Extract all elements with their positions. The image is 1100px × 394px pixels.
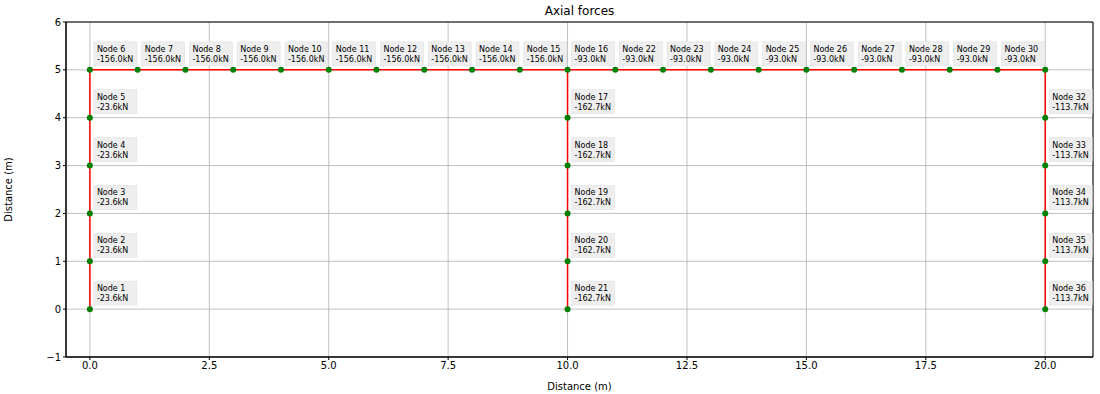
svg-text:-156.0kN: -156.0kN bbox=[527, 55, 563, 64]
svg-text:Node 24: Node 24 bbox=[718, 45, 752, 54]
svg-text:2.5: 2.5 bbox=[201, 360, 217, 371]
svg-text:Node 13: Node 13 bbox=[431, 45, 465, 54]
svg-text:-156.0kN: -156.0kN bbox=[383, 55, 419, 64]
svg-text:Node 17: Node 17 bbox=[575, 93, 609, 102]
svg-text:Node 14: Node 14 bbox=[479, 45, 513, 54]
svg-text:-93.0kN: -93.0kN bbox=[861, 55, 892, 64]
html-text:Axial forces: Axial forces bbox=[544, 4, 615, 18]
svg-text:Node 33: Node 33 bbox=[1052, 141, 1086, 150]
svg-text:-93.0kN: -93.0kN bbox=[670, 55, 701, 64]
svg-text:Node 19: Node 19 bbox=[575, 188, 609, 197]
svg-text:Node 32: Node 32 bbox=[1052, 93, 1086, 102]
svg-text:-162.7kN: -162.7kN bbox=[575, 151, 611, 160]
svg-text:-156.0kN: -156.0kN bbox=[145, 55, 181, 64]
svg-text:-162.7kN: -162.7kN bbox=[575, 198, 611, 207]
svg-text:Node 26: Node 26 bbox=[813, 45, 847, 54]
svg-text:Node 16: Node 16 bbox=[575, 45, 609, 54]
svg-text:-156.0kN: -156.0kN bbox=[97, 55, 133, 64]
svg-text:-93.0kN: -93.0kN bbox=[957, 55, 988, 64]
svg-text:-23.6kN: -23.6kN bbox=[97, 294, 128, 303]
svg-text:Node 23: Node 23 bbox=[670, 45, 704, 54]
svg-text:Node 10: Node 10 bbox=[288, 45, 322, 54]
svg-text:10.0: 10.0 bbox=[556, 360, 578, 371]
svg-text:-113.7kN: -113.7kN bbox=[1052, 198, 1088, 207]
svg-text:-113.7kN: -113.7kN bbox=[1052, 294, 1088, 303]
svg-text:-93.0kN: -93.0kN bbox=[622, 55, 653, 64]
svg-text:Node 21: Node 21 bbox=[575, 284, 609, 293]
svg-text:17.5: 17.5 bbox=[915, 360, 937, 371]
svg-text:-156.0kN: -156.0kN bbox=[479, 55, 515, 64]
svg-text:Node 27: Node 27 bbox=[861, 45, 895, 54]
svg-text:Node 22: Node 22 bbox=[622, 45, 656, 54]
svg-text:6: 6 bbox=[55, 17, 61, 28]
svg-text:-162.7kN: -162.7kN bbox=[575, 294, 611, 303]
svg-text:1: 1 bbox=[55, 256, 61, 267]
svg-text:Node 5: Node 5 bbox=[97, 93, 126, 102]
svg-text:Node 29: Node 29 bbox=[957, 45, 991, 54]
svg-text:-93.0kN: -93.0kN bbox=[718, 55, 749, 64]
svg-text:Distance (m): Distance (m) bbox=[547, 381, 612, 392]
svg-text:Node 4: Node 4 bbox=[97, 141, 126, 150]
svg-text:-113.7kN: -113.7kN bbox=[1052, 103, 1088, 112]
svg-text:0.0: 0.0 bbox=[82, 360, 98, 371]
svg-text:-156.0kN: -156.0kN bbox=[192, 55, 228, 64]
svg-text:Node 6: Node 6 bbox=[97, 45, 126, 54]
svg-text:-23.6kN: -23.6kN bbox=[97, 246, 128, 255]
svg-text:-93.0kN: -93.0kN bbox=[813, 55, 844, 64]
svg-text:Node 11: Node 11 bbox=[336, 45, 370, 54]
svg-text:-162.7kN: -162.7kN bbox=[575, 103, 611, 112]
svg-text:Node 25: Node 25 bbox=[766, 45, 800, 54]
svg-text:-93.0kN: -93.0kN bbox=[1004, 55, 1035, 64]
svg-text:Node 35: Node 35 bbox=[1052, 236, 1086, 245]
svg-text:-162.7kN: -162.7kN bbox=[575, 246, 611, 255]
svg-text:Node 9: Node 9 bbox=[240, 45, 269, 54]
svg-text:Node 34: Node 34 bbox=[1052, 188, 1086, 197]
svg-text:20.0: 20.0 bbox=[1034, 360, 1056, 371]
svg-text:Node 36: Node 36 bbox=[1052, 284, 1086, 293]
svg-text:-156.0kN: -156.0kN bbox=[431, 55, 467, 64]
svg-text:-156.0kN: -156.0kN bbox=[240, 55, 276, 64]
svg-text:-93.0kN: -93.0kN bbox=[575, 55, 606, 64]
svg-text:-156.0kN: -156.0kN bbox=[288, 55, 324, 64]
svg-text:Node 1: Node 1 bbox=[97, 284, 126, 293]
svg-text:Node 30: Node 30 bbox=[1004, 45, 1038, 54]
svg-text:-113.7kN: -113.7kN bbox=[1052, 151, 1088, 160]
svg-text:−1: −1 bbox=[46, 352, 61, 363]
svg-text:2: 2 bbox=[55, 208, 61, 219]
svg-text:3: 3 bbox=[55, 160, 61, 171]
svg-text:-93.0kN: -93.0kN bbox=[909, 55, 940, 64]
svg-text:-23.6kN: -23.6kN bbox=[97, 151, 128, 160]
svg-text:Node 3: Node 3 bbox=[97, 188, 126, 197]
svg-text:-156.0kN: -156.0kN bbox=[336, 55, 372, 64]
svg-text:12.5: 12.5 bbox=[676, 360, 698, 371]
svg-text:7.5: 7.5 bbox=[440, 360, 456, 371]
svg-text:Node 18: Node 18 bbox=[575, 141, 609, 150]
svg-text:-23.6kN: -23.6kN bbox=[97, 198, 128, 207]
svg-text:15.0: 15.0 bbox=[795, 360, 817, 371]
svg-text:-113.7kN: -113.7kN bbox=[1052, 246, 1088, 255]
svg-text:5: 5 bbox=[55, 64, 61, 75]
svg-text:Node 28: Node 28 bbox=[909, 45, 943, 54]
svg-text:Node 2: Node 2 bbox=[97, 236, 126, 245]
svg-text:Distance (m): Distance (m) bbox=[8, 157, 14, 222]
svg-text:4: 4 bbox=[55, 112, 61, 123]
svg-text:Node 12: Node 12 bbox=[383, 45, 417, 54]
svg-text:-23.6kN: -23.6kN bbox=[97, 103, 128, 112]
svg-text:-93.0kN: -93.0kN bbox=[766, 55, 797, 64]
svg-text:Node 20: Node 20 bbox=[575, 236, 609, 245]
svg-text:Node 7: Node 7 bbox=[145, 45, 174, 54]
svg-text:Node 8: Node 8 bbox=[192, 45, 221, 54]
svg-text:0: 0 bbox=[55, 304, 61, 315]
svg-text:5.0: 5.0 bbox=[321, 360, 337, 371]
svg-text:Node 15: Node 15 bbox=[527, 45, 561, 54]
